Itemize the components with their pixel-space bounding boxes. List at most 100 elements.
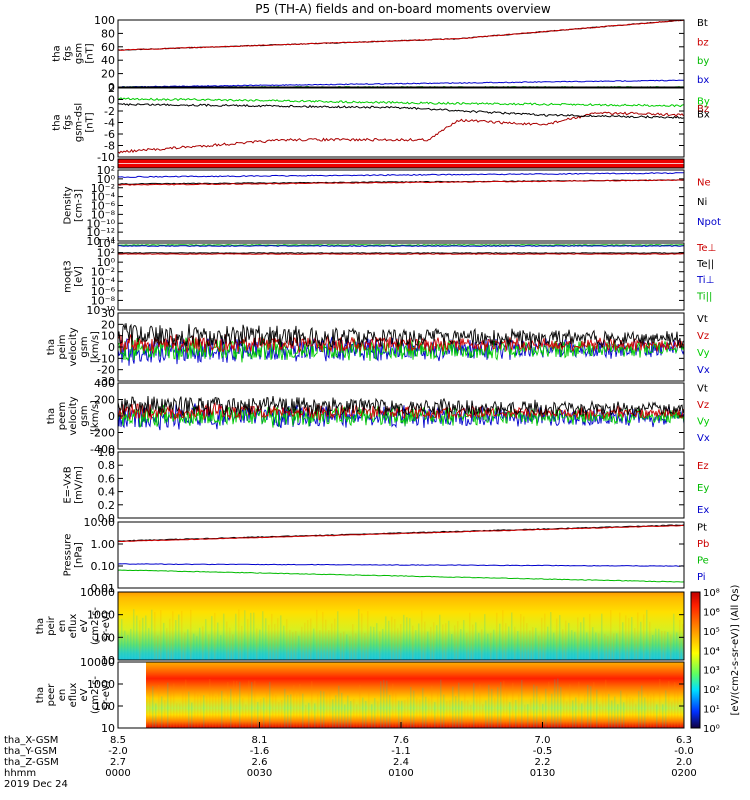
spectrogram-streak (568, 622, 570, 660)
spectrogram-streak (427, 631, 429, 660)
y-tick-label: 10⁴ (97, 237, 116, 250)
spectrogram-streak (310, 618, 312, 660)
spectrogram-streak (401, 700, 403, 728)
y-tick-label: 10000 (80, 656, 115, 669)
spectrogram-streak (257, 701, 259, 728)
colorbar-tick-label: 10⁰ (703, 724, 720, 735)
spectrogram-streak (229, 627, 231, 660)
y-axis-label: peir (46, 615, 57, 635)
x-tick-value: 0030 (247, 768, 272, 779)
y-axis-label: moqt3 (63, 260, 74, 293)
spectrogram-streak (349, 636, 351, 660)
y-tick-label: 80 (101, 27, 115, 40)
spectrogram-streak (242, 697, 244, 728)
spectrogram-streak (307, 620, 309, 660)
spectrogram-streak (532, 627, 534, 660)
x-axis-block: tha_X-GSM 8.5 8.1 7.6 7.0 6.3 tha_Y-GSM -2.0 -1.… (4, 722, 697, 790)
y-tick-label: -20 (97, 364, 115, 377)
spectrogram-streak (322, 611, 324, 660)
y-tick-label: 10⁻² (91, 182, 115, 195)
spectrogram-streak (170, 686, 172, 728)
spectrogram-streak (152, 686, 154, 728)
spectrogram-streak (325, 619, 327, 660)
spectrogram-streak (656, 704, 658, 728)
legend-bx: Bx (697, 110, 710, 121)
legend-bt: Bt (697, 18, 708, 29)
spectrogram-streak (562, 629, 564, 660)
legend-ey: Ey (697, 483, 709, 494)
y-tick-label: 10⁻¹⁰ (86, 304, 115, 317)
spectrogram-streak (389, 694, 391, 728)
spectrogram-streak (377, 701, 379, 728)
spectrogram-streak (142, 617, 144, 660)
spectrogram-streak (647, 690, 649, 728)
spectrogram-streak (487, 633, 489, 660)
spectrogram-streak (640, 621, 642, 660)
spectrogram-streak (541, 617, 543, 660)
spectrogram-streak (424, 621, 426, 660)
series-line-pb (117, 524, 685, 543)
spectrogram-streak (461, 700, 463, 728)
spectrogram-streak (337, 611, 339, 660)
x-tick-value: 2.6 (252, 757, 268, 768)
spectrogram-streak (529, 630, 531, 660)
spectrogram-streak (364, 632, 366, 660)
y-tick-label: 1.00 (91, 538, 116, 551)
spectrogram-streak (470, 704, 472, 728)
spectrogram-streak (506, 687, 508, 728)
spectrogram-streak (218, 689, 220, 728)
spectrogram-streak (491, 689, 493, 728)
spectrogram-streak (160, 610, 162, 660)
y-tick-label: 10 (101, 330, 115, 343)
panel-pressure-frame (117, 521, 685, 589)
spectrogram-streak (652, 634, 654, 660)
spectrogram-streak (472, 624, 474, 660)
spectrogram-streak (496, 612, 498, 660)
spectrogram-streak (409, 618, 411, 660)
spectrogram-streak (268, 624, 270, 660)
spectrogram-streak (416, 697, 418, 728)
colorbar-tick-label: 10² (703, 685, 720, 696)
spectrogram-streak (454, 625, 456, 660)
y-tick-label: 0 (108, 94, 115, 107)
legend-ne: Ne (697, 177, 711, 188)
y-axis-label: gsm (79, 336, 90, 357)
legend-vt: Vt (697, 384, 708, 395)
spectrogram-streak (184, 632, 186, 660)
x-tick-value: 0100 (388, 768, 413, 779)
legend-vx: Vx (697, 365, 710, 376)
y-tick-label: 0.4 (98, 486, 116, 499)
spectrogram-streak (436, 625, 438, 660)
x-tick-value: -1.6 (250, 746, 270, 757)
spectrogram-streak (154, 611, 156, 660)
legend-pi: Pi (697, 572, 706, 583)
y-axis-label: tha (35, 618, 46, 634)
spectrogram-streak (628, 618, 630, 660)
spectrogram-streak (530, 698, 532, 728)
spectrogram-streak (314, 703, 316, 728)
spectrogram-streak (616, 633, 618, 660)
spectrogram-streak (356, 704, 358, 728)
legend-vy: Vy (697, 417, 710, 428)
spectrogram-streak (569, 684, 571, 728)
y-tick-label: 200 (94, 394, 115, 407)
panel-temp-content (117, 244, 685, 255)
spectrogram-streak (199, 627, 201, 660)
spectrogram-streak (425, 696, 427, 728)
spectrogram-streak (155, 703, 157, 728)
series-line-vt (117, 323, 685, 349)
spectrogram-streak (200, 694, 202, 728)
red-separator-band (117, 158, 685, 169)
spectrogram-streak (250, 612, 252, 660)
spectrogram-streak (526, 623, 528, 660)
y-tick-label: 10² (97, 164, 115, 177)
spectrogram-streak (481, 629, 483, 660)
spectrogram-streak (452, 686, 454, 728)
spectrogram-streak (437, 691, 439, 728)
spectrogram-streak (622, 622, 624, 660)
spectrogram-streak (484, 614, 486, 660)
spectrogram-streak (443, 694, 445, 728)
spectrogram-streak (146, 698, 148, 728)
spectrogram-streak (338, 685, 340, 728)
panel-fgs-mag-content (117, 19, 684, 88)
